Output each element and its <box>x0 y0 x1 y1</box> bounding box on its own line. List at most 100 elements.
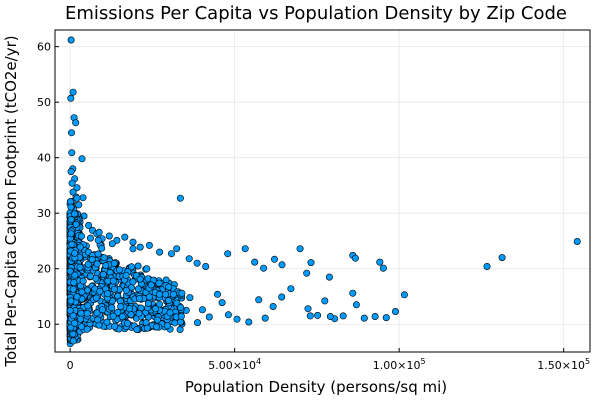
data-point <box>321 297 329 305</box>
data-point <box>95 228 103 236</box>
data-point <box>144 299 152 307</box>
data-point <box>278 261 286 269</box>
data-point <box>214 290 222 298</box>
y-tick-label-0: 10 <box>37 318 51 331</box>
data-point <box>205 313 213 321</box>
data-point <box>79 277 87 285</box>
data-point <box>116 266 124 274</box>
data-point <box>87 234 95 242</box>
data-point <box>71 271 79 279</box>
data-point <box>379 264 387 272</box>
data-point <box>314 311 322 319</box>
data-point <box>121 233 129 241</box>
tick-labels: 0 5.00×104 1.00×105 1.50×105 10 20 30 40 50 60 <box>37 41 590 372</box>
data-point <box>129 245 137 253</box>
data-point <box>88 255 96 263</box>
data-point <box>67 297 75 305</box>
data-point <box>69 88 77 96</box>
data-point <box>93 260 101 268</box>
data-point <box>78 323 86 331</box>
data-point <box>153 323 161 331</box>
data-point <box>303 269 311 277</box>
data-point <box>133 325 141 333</box>
data-point <box>202 262 210 270</box>
data-point <box>108 304 116 312</box>
data-point <box>173 245 181 253</box>
data-point <box>76 243 84 251</box>
data-point <box>78 288 86 296</box>
data-point <box>72 119 80 127</box>
data-point <box>156 290 164 298</box>
data-point <box>71 210 79 218</box>
data-point <box>67 216 75 224</box>
data-point <box>83 325 91 333</box>
data-point <box>193 259 201 267</box>
data-point <box>109 312 117 320</box>
data-point <box>177 303 185 311</box>
data-point <box>100 254 108 262</box>
data-point <box>165 296 173 304</box>
data-point <box>177 312 185 320</box>
data-point <box>96 287 104 295</box>
data-point <box>136 243 144 251</box>
data-point <box>143 324 151 332</box>
data-point <box>261 314 269 322</box>
data-point <box>73 184 81 192</box>
data-point <box>307 259 315 267</box>
data-point <box>326 312 334 320</box>
data-point <box>72 220 80 228</box>
data-point <box>260 264 268 272</box>
data-point <box>66 267 74 275</box>
data-point <box>255 296 263 304</box>
data-point <box>118 313 126 321</box>
data-point <box>67 168 75 176</box>
data-point <box>124 319 132 327</box>
data-point <box>152 305 160 313</box>
data-point <box>86 272 94 280</box>
data-point <box>129 238 137 246</box>
data-point <box>186 294 194 302</box>
data-point <box>376 258 384 266</box>
data-point <box>83 309 91 317</box>
data-point <box>108 240 116 248</box>
data-point <box>92 294 100 302</box>
x-tick-label-2: 1.00×105 <box>373 357 426 372</box>
plot-frame <box>54 29 591 353</box>
data-point <box>68 179 76 187</box>
data-point <box>122 271 130 279</box>
data-point <box>351 254 359 262</box>
data-point <box>85 221 93 229</box>
data-point <box>109 277 117 285</box>
data-point <box>110 259 118 267</box>
y-tick-label-2: 30 <box>37 207 51 220</box>
data-point <box>251 258 259 266</box>
data-point <box>73 194 81 202</box>
data-point <box>306 312 314 320</box>
data-point <box>84 302 92 310</box>
data-point <box>198 306 206 314</box>
y-axis-label: Total Per-Capita Carbon Footprint (tCO2e… <box>2 35 20 367</box>
data-point <box>382 314 390 322</box>
data-point <box>71 249 79 257</box>
data-point <box>66 307 74 315</box>
x-tick-label-3: 1.50×105 <box>537 357 590 372</box>
data-point <box>98 244 106 252</box>
data-point <box>76 263 84 271</box>
data-point <box>287 285 295 293</box>
data-point <box>94 316 102 324</box>
data-point <box>99 270 107 278</box>
data-point <box>105 232 113 240</box>
data-point <box>111 322 119 330</box>
data-point <box>71 319 79 327</box>
data-points <box>66 36 581 348</box>
data-point <box>162 290 170 298</box>
data-point <box>69 285 77 293</box>
data-point <box>304 305 312 313</box>
data-point <box>371 312 379 320</box>
data-point <box>78 155 86 163</box>
data-point <box>145 293 153 301</box>
data-point <box>391 307 399 315</box>
data-point <box>77 309 85 317</box>
y-tick-label-1: 20 <box>37 263 51 276</box>
